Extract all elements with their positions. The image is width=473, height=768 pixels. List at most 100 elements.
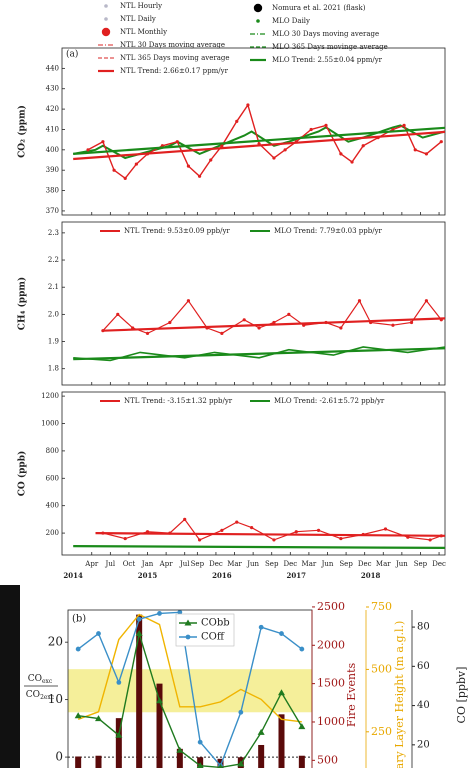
x-tick-label: Apr (84, 560, 99, 568)
data-point (309, 127, 313, 132)
y-tick-label: 430 (46, 85, 59, 93)
legend-marker (104, 17, 108, 21)
panel-label: (a) (66, 49, 78, 60)
data-point (299, 646, 305, 652)
y-tick-label: 400 (46, 146, 59, 154)
legend-label: NTL 365 Days moving average (120, 54, 229, 62)
data-point (168, 320, 172, 325)
data-point (250, 526, 254, 530)
data-point (131, 326, 135, 330)
series-line (73, 124, 445, 160)
x-tick-label: Jan (141, 560, 154, 568)
fire-bar (176, 748, 183, 768)
data-point (361, 144, 365, 148)
data-point (324, 123, 328, 127)
y-tick-label: 2.1 (48, 283, 59, 291)
data-point (101, 329, 105, 333)
data-point (298, 723, 306, 730)
y-tick-label: 60 (417, 661, 430, 672)
y-tick-label: 1000 (317, 715, 345, 728)
y-tick-label: 380 (46, 187, 59, 195)
data-point (112, 168, 116, 172)
data-point (209, 158, 213, 162)
legend-label: MLO Trend: 2.55±0.04 ppm/yr (272, 56, 383, 64)
series-group (73, 299, 445, 362)
x-year-label: 2016 (212, 571, 232, 580)
data-point (294, 530, 298, 534)
data-point (406, 535, 410, 539)
legend-label: MLO Trend: 7.79±0.03 ppb/yr (274, 227, 383, 235)
legend-label: MLO Daily (272, 17, 310, 25)
series-line (77, 611, 303, 768)
y-tick-label: 400 (46, 502, 59, 510)
x-tick-label: Jun (321, 560, 334, 568)
legend-label: NTL Trend: 2.66±0.17 ppm/yr (120, 67, 229, 75)
y-tick-label: 1.9 (48, 338, 59, 346)
data-point (324, 320, 328, 325)
x-tick-label: Sep (265, 560, 279, 568)
data-point (257, 326, 261, 330)
series-line (73, 346, 445, 362)
data-point (339, 326, 343, 330)
legend-label: NTL Hourly (120, 2, 162, 10)
data-point (357, 299, 362, 303)
y-axis-label: CH₄ (ppm) (17, 277, 28, 330)
data-point (145, 331, 150, 335)
y-axis-label: CO₂ (ppm) (17, 105, 28, 158)
data-point (439, 318, 443, 322)
legend-label: CObb (201, 618, 230, 629)
x-tick-label: Mar (376, 560, 391, 568)
y-tick-label: 370 (46, 207, 59, 215)
data-point (220, 331, 224, 335)
y-tick-label: 2500 (317, 600, 345, 613)
x-tick-label: Jul (179, 560, 190, 568)
data-point (237, 760, 245, 767)
y-tick-label: 0 (55, 750, 63, 764)
y-tick-label: 1.8 (48, 365, 59, 373)
x-tick-label: Apr (159, 560, 174, 568)
data-point (246, 103, 250, 107)
data-point (302, 323, 306, 327)
fire-bar (75, 756, 82, 768)
series-line (102, 317, 445, 332)
x-tick-label: Sep (339, 560, 353, 568)
data-point (383, 527, 388, 531)
fire-bar (298, 755, 305, 768)
data-point (220, 144, 224, 148)
data-point (257, 728, 265, 735)
data-point (409, 320, 414, 325)
data-point (283, 148, 287, 152)
data-point (339, 152, 343, 156)
plot-area (61, 221, 446, 386)
data-point (95, 715, 102, 722)
fire-bar (156, 683, 163, 768)
data-point (272, 156, 276, 160)
data-point (287, 312, 291, 316)
data-point (123, 536, 127, 541)
data-point (205, 326, 209, 330)
data-point (96, 631, 101, 636)
series-line (87, 103, 442, 180)
legend-marker (101, 27, 111, 37)
data-point (220, 528, 224, 532)
data-point (369, 320, 373, 325)
y-axis-label-den: CO2exc (26, 690, 55, 701)
series-line (102, 518, 442, 541)
y-axis-label: CO (ppb) (17, 451, 28, 497)
data-point (186, 299, 191, 303)
fire-bar (278, 714, 285, 768)
fire-bar (258, 744, 265, 768)
y-tick-label: 2.2 (48, 256, 59, 264)
data-point (272, 538, 276, 542)
y-tick-label: 10 (48, 692, 63, 706)
data-point (101, 531, 105, 535)
data-point (278, 689, 285, 696)
fire-bar (95, 755, 102, 768)
panel-label: (b) (72, 614, 86, 625)
y-tick-label: 200 (46, 529, 59, 537)
x-tick-label: Oct (123, 560, 136, 568)
y-tick-label: 20 (48, 635, 63, 649)
x-year-label: 2015 (138, 571, 158, 580)
data-point (196, 762, 204, 768)
data-point (258, 624, 264, 630)
